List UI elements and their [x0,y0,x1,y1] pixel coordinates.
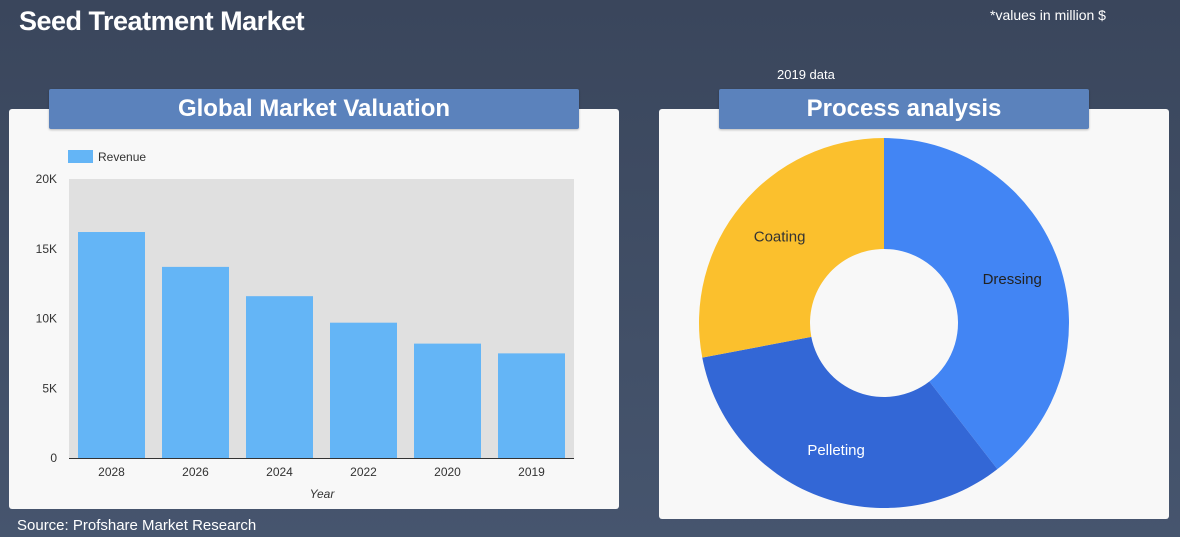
units-note: *values in million $ [990,7,1106,23]
x-tick-label: 2020 [434,465,461,479]
y-tick-label: 10K [36,312,57,326]
legend-label-revenue: Revenue [98,150,146,164]
slice-label-dressing: Dressing [983,271,1042,288]
slice-label-pelleting: Pelleting [807,442,865,459]
bar-2026 [162,266,229,458]
x-axis-label: Year [310,487,336,501]
bar-2020 [414,343,481,458]
bar-2022 [330,322,397,458]
bar-chart-title: Global Market Valuation [49,89,579,129]
slice-label-coating: Coating [754,229,806,246]
donut-chart-title: Process analysis [719,89,1089,129]
y-tick-label: 5K [42,381,57,395]
x-tick-label: 2028 [98,465,125,479]
y-tick-label: 0 [50,451,57,465]
bar-2028 [78,232,145,458]
slice-dressing [884,138,1069,470]
x-tick-label: 2026 [182,465,209,479]
y-tick-label: 15K [36,242,57,256]
x-tick-label: 2019 [518,465,545,479]
y-tick-label: 20K [36,172,57,186]
x-tick-label: 2024 [266,465,293,479]
bar-2024 [246,296,313,458]
data-year-note: 2019 data [777,67,835,82]
page-title: Seed Treatment Market [19,6,305,36]
slice-pelleting [702,336,998,508]
plot-area [69,179,574,458]
source-note: Source: Profshare Market Research [17,517,257,534]
bar-2019 [498,353,565,458]
legend-swatch-revenue [68,150,93,163]
slice-coating [699,138,884,358]
x-tick-label: 2022 [350,465,377,479]
